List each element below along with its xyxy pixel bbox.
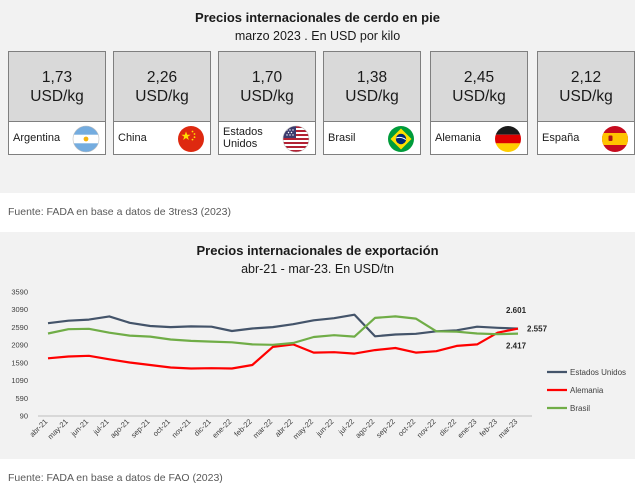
x-tick-label: ago-21 xyxy=(108,417,131,440)
price-value: 1,38 xyxy=(356,68,388,86)
price-unit: USD/kg xyxy=(30,87,84,105)
x-tick-label: oct-21 xyxy=(151,417,172,438)
x-tick-label: ene-22 xyxy=(210,417,233,440)
y-tick-label: 1090 xyxy=(11,376,28,385)
country-box: Argentina xyxy=(8,121,106,155)
export-chart-panel xyxy=(0,232,635,459)
country-box: Estados Unidos xyxy=(218,121,316,155)
price-box: 1,73 USD/kg xyxy=(8,51,106,121)
country-box: España xyxy=(537,121,635,155)
x-tick-label: feb-22 xyxy=(232,417,253,438)
country-box: China xyxy=(113,121,211,155)
country-name: España xyxy=(542,132,580,144)
chart-title: Precios internacionales de exportación xyxy=(196,243,439,258)
price-value: 2,26 xyxy=(146,68,178,86)
series-line-brasil xyxy=(47,315,519,346)
x-tick-label: jun-22 xyxy=(314,417,336,439)
country-name: Argentina xyxy=(13,132,61,144)
country-name: Estados Unidos xyxy=(223,126,263,150)
price-card-estados-unidos: 1,70 USD/kg Estados Unidos xyxy=(218,51,316,155)
price-card-argentina: 1,73 USD/kg Argentina xyxy=(8,51,106,155)
x-tick-label: dic-22 xyxy=(437,417,458,438)
x-tick-label: feb-23 xyxy=(478,417,499,438)
germany-flag-icon xyxy=(495,126,521,152)
x-tick-label: jun-21 xyxy=(68,417,90,439)
x-tick-label: may-22 xyxy=(291,417,315,441)
china-flag-icon xyxy=(178,126,204,152)
chart-subtitle: abr-21 - mar-23. En USD/tn xyxy=(241,262,394,276)
price-box: 2,26 USD/kg xyxy=(113,51,211,121)
legend-label: Brasil xyxy=(570,404,590,413)
y-tick-label: 3590 xyxy=(11,288,28,297)
y-tick-label: 90 xyxy=(20,412,28,421)
y-tick-label: 2590 xyxy=(11,323,28,332)
cards-source: Fuente: FADA en base a datos de 3tres3 (… xyxy=(8,206,231,218)
end-value-label: 2.557 xyxy=(527,325,548,334)
x-tick-label: nov-22 xyxy=(415,417,438,440)
x-tick-label: mar-22 xyxy=(251,417,274,440)
x-tick-label: mar-23 xyxy=(496,417,519,440)
price-value: 1,70 xyxy=(251,68,283,86)
country-name: Brasil xyxy=(328,132,356,144)
price-box: 1,38 USD/kg xyxy=(323,51,421,121)
price-unit: USD/kg xyxy=(240,87,294,105)
x-tick-label: may-21 xyxy=(46,417,70,441)
price-card-alemania: 2,45 USD/kg Alemania xyxy=(430,51,528,155)
legend-label: Alemania xyxy=(570,386,604,395)
y-tick-label: 1590 xyxy=(11,358,28,367)
y-tick-label: 590 xyxy=(15,394,28,403)
price-card-espana: 2,12 USD/kg España xyxy=(537,51,635,155)
country-box: Alemania xyxy=(430,121,528,155)
price-box: 2,12 USD/kg xyxy=(537,51,635,121)
price-unit: USD/kg xyxy=(345,87,399,105)
usa-flag-icon xyxy=(282,125,310,153)
spain-flag-icon xyxy=(602,126,628,152)
x-tick-label: ago-22 xyxy=(353,417,376,440)
price-box: 2,45 USD/kg xyxy=(430,51,528,121)
price-value: 2,45 xyxy=(463,68,495,86)
price-unit: USD/kg xyxy=(452,87,506,105)
price-value: 2,12 xyxy=(570,68,602,86)
country-box: Brasil xyxy=(323,121,421,155)
price-box: 1,70 USD/kg xyxy=(218,51,316,121)
x-tick-label: oct-22 xyxy=(396,417,417,438)
end-value-label: 2.417 xyxy=(506,341,527,350)
cards-subtitle: marzo 2023 . En USD por kilo xyxy=(234,29,401,43)
x-tick-label: ene-23 xyxy=(456,417,479,440)
brazil-flag-icon xyxy=(388,126,414,152)
end-value-label: 2.601 xyxy=(506,306,527,315)
price-card-china: 2,26 USD/kg China xyxy=(113,51,211,155)
price-value: 1,73 xyxy=(41,68,73,86)
x-tick-label: dic-21 xyxy=(192,417,213,438)
x-tick-label: sep-22 xyxy=(374,417,397,440)
price-unit: USD/kg xyxy=(135,87,189,105)
country-name: Alemania xyxy=(435,132,481,144)
country-name: China xyxy=(118,132,147,144)
legend-label: Estados Unidos xyxy=(570,368,626,377)
series-line-alemania xyxy=(47,327,519,370)
cards-title: Precios internacionales de cerdo en pie xyxy=(195,10,440,25)
chart-source: Fuente: FADA en base a datos de FAO (202… xyxy=(8,472,223,484)
price-card-brasil: 1,38 USD/kg Brasil xyxy=(323,51,421,155)
x-tick-label: sep-21 xyxy=(129,417,152,440)
argentina-flag-icon xyxy=(72,125,100,153)
y-tick-label: 2090 xyxy=(11,341,28,350)
x-tick-label: nov-21 xyxy=(170,417,193,440)
price-unit: USD/kg xyxy=(559,87,613,105)
y-tick-label: 3090 xyxy=(11,305,28,314)
